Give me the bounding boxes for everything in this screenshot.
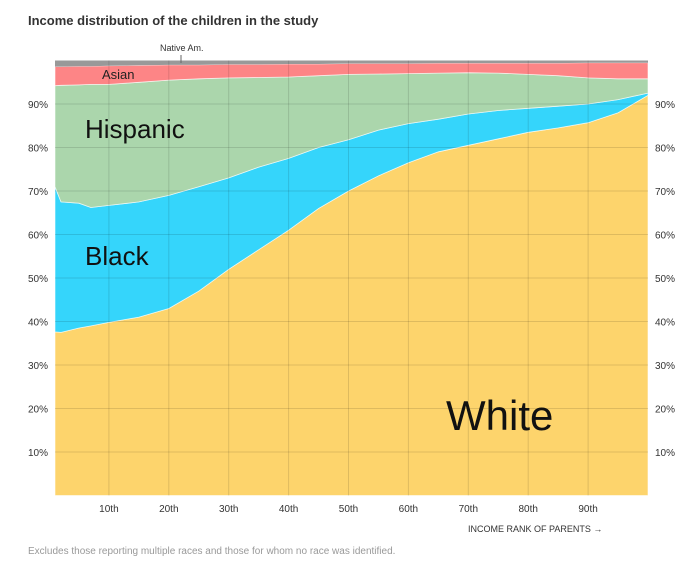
y-tick-label-left: 80% [28,144,48,155]
y-tick-label-left: 50% [28,274,48,285]
y-tick-label-right: 10% [655,448,675,459]
y-tick-label-left: 30% [28,361,48,372]
y-tick-label-left: 60% [28,231,48,242]
footnote: Excludes those reporting multiple races … [28,546,395,557]
y-tick-label-right: 70% [655,187,675,198]
y-tick-label-right: 50% [655,274,675,285]
y-tick-label-right: 40% [655,318,675,329]
y-tick-label-right: 90% [655,100,675,111]
area-native-am [55,60,648,67]
grid [55,60,648,496]
series-label-white: White [446,392,553,439]
x-tick-label: 70th [459,504,478,515]
x-tick-label: 40th [279,504,298,515]
y-tick-label-left: 10% [28,448,48,459]
series-label-native: Native Am. [160,43,204,53]
y-tick-label-left: 90% [28,100,48,111]
y-ticks-left: 10% 20% 30% 40% 50% 60% 70% 80% 90% [28,100,48,459]
x-tick-label: 20th [159,504,178,515]
y-ticks-right: 10% 20% 30% 40% 50% 60% 70% 80% 90% [655,100,675,459]
y-tick-label-left: 70% [28,187,48,198]
x-ticks: 10th 20th 30th 40th 50th 60th 70th 80th 90th [99,504,598,515]
y-tick-label-left: 40% [28,318,48,329]
x-tick-label: 80th [518,504,537,515]
chart-title: Income distribution of the children in t… [28,13,319,28]
y-tick-label-right: 20% [655,405,675,416]
series-label-black: Black [85,241,150,271]
series-label-asian: Asian [102,67,135,82]
y-tick-label-left: 20% [28,405,48,416]
y-tick-label-right: 80% [655,144,675,155]
x-tick-label: 50th [339,504,358,515]
x-tick-label: 30th [219,504,238,515]
areas [54,60,649,496]
x-axis-label: INCOME RANK OF PARENTS → [468,524,602,534]
series-label-hispanic: Hispanic [85,114,185,144]
y-tick-label-right: 60% [655,231,675,242]
x-tick-label: 90th [578,504,597,515]
x-tick-label: 10th [99,504,118,515]
y-tick-label-right: 30% [655,361,675,372]
x-tick-label: 60th [399,504,418,515]
